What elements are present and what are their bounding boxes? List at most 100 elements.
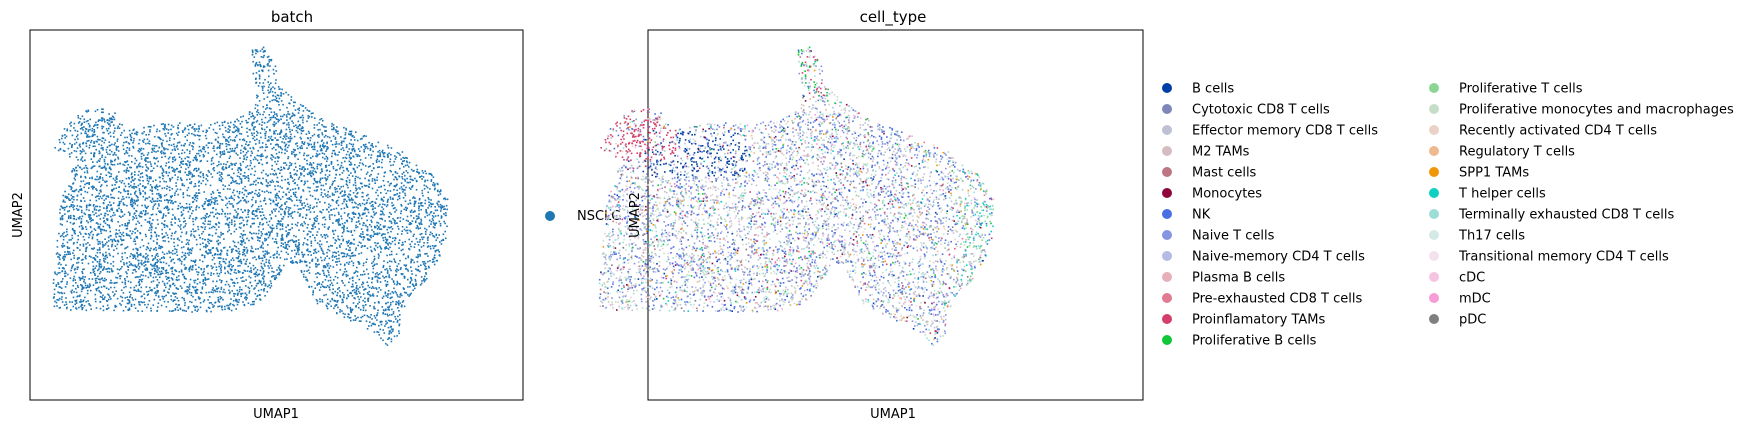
scatter-point (189, 178, 191, 180)
scatter-point (351, 252, 354, 254)
scatter-point (217, 296, 219, 299)
scatter-point (302, 110, 305, 112)
scatter-point (331, 184, 333, 186)
scatter-point (216, 172, 219, 175)
scatter-point (306, 109, 309, 111)
scatter-point (228, 151, 231, 153)
scatter-point (291, 223, 293, 225)
scatter-point (179, 177, 182, 179)
scatter-point (111, 115, 114, 118)
scatter-point (122, 202, 125, 204)
scatter-point (92, 265, 95, 268)
scatter-point (376, 295, 378, 297)
scatter-point (325, 150, 327, 152)
scatter-point (262, 51, 265, 53)
scatter-point (108, 119, 111, 122)
scatter-point (108, 201, 111, 204)
scatter-point (208, 302, 211, 304)
scatter-point (81, 308, 83, 311)
scatter-point (104, 162, 107, 165)
scatter-point (309, 173, 311, 175)
scatter-point (271, 158, 273, 161)
scatter-point (103, 158, 106, 161)
scatter-point (288, 245, 291, 248)
scatter-point (395, 209, 398, 211)
scatter-point (277, 86, 280, 88)
scatter-point (63, 272, 66, 275)
scatter-point (432, 219, 434, 222)
scatter-point (127, 280, 130, 283)
scatter-point (316, 155, 318, 158)
scatter-point (106, 241, 108, 244)
scatter-point (196, 305, 199, 308)
scatter-point (373, 323, 375, 325)
scatter-point (401, 244, 403, 246)
scatter-point (107, 307, 110, 309)
scatter-point (96, 135, 99, 138)
scatter-point (336, 312, 338, 314)
scatter-point (439, 203, 442, 206)
scatter-point (446, 208, 448, 211)
scatter-point (214, 232, 217, 235)
scatter-point (399, 296, 401, 298)
scatter-point (323, 153, 326, 155)
scatter-point (183, 254, 185, 257)
scatter-point (311, 224, 314, 226)
scatter-point (71, 144, 73, 146)
scatter-point (306, 227, 309, 229)
scatter-point (96, 281, 99, 284)
scatter-point (109, 282, 111, 284)
scatter-point (95, 212, 97, 214)
scatter-point (134, 157, 136, 160)
scatter-point (392, 207, 395, 210)
scatter-point (180, 161, 182, 163)
scatter-point (115, 176, 117, 179)
scatter-point (217, 242, 219, 245)
scatter-point (188, 152, 191, 155)
scatter-point (380, 337, 382, 340)
scatter-point (96, 175, 98, 178)
scatter-point (390, 320, 392, 322)
scatter-point (80, 218, 83, 220)
scatter-point (153, 124, 155, 127)
scatter-point (134, 191, 136, 194)
scatter-point (223, 153, 226, 156)
scatter-point (273, 99, 275, 101)
scatter-point (316, 189, 318, 191)
scatter-point (321, 145, 324, 147)
scatter-point (168, 310, 171, 312)
scatter-point (196, 289, 199, 291)
scatter-point (112, 291, 114, 293)
scatter-point (338, 287, 340, 289)
scatter-point (170, 277, 173, 279)
scatter-point (187, 156, 190, 159)
scatter-point (390, 340, 393, 343)
scatter-point (293, 168, 295, 171)
scatter-point (376, 246, 379, 249)
scatter-point (360, 316, 362, 319)
scatter-point (234, 282, 236, 285)
scatter-point (300, 271, 303, 273)
scatter-point (218, 191, 220, 194)
scatter-point (257, 182, 259, 184)
scatter-point (207, 220, 210, 222)
scatter-point (424, 227, 426, 230)
scatter-point (90, 186, 93, 188)
scatter-point (409, 276, 412, 279)
scatter-point (245, 294, 248, 296)
scatter-point (222, 168, 225, 171)
scatter-point (284, 178, 286, 181)
scatter-point (160, 151, 162, 153)
scatter-point (322, 217, 324, 219)
scatter-point (274, 117, 277, 119)
scatter-point (70, 194, 73, 197)
scatter-point (349, 310, 352, 312)
scatter-point (171, 270, 173, 273)
scatter-point (345, 270, 348, 273)
scatter-point (188, 254, 190, 256)
scatter-point (437, 194, 440, 196)
scatter-point (93, 165, 96, 167)
scatter-point (166, 207, 168, 210)
scatter-point (192, 223, 195, 226)
scatter-point (259, 269, 262, 272)
